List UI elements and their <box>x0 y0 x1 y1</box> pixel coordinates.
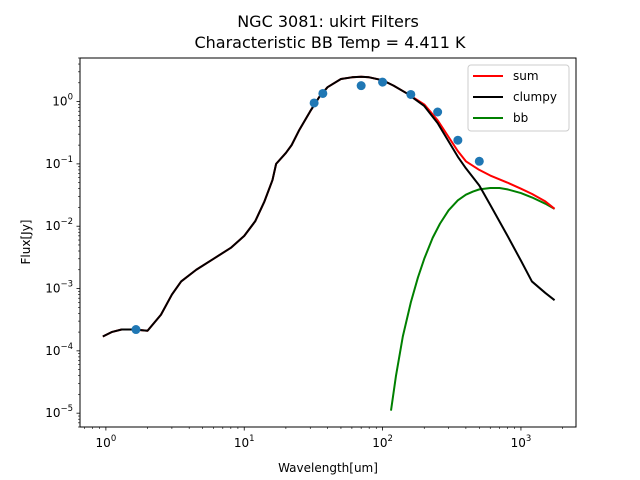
y-axis-label: Flux[Jy] <box>19 220 33 265</box>
y-tick-label: 10−2 <box>45 217 73 233</box>
x-tick-label: 103 <box>511 434 532 450</box>
x-axis: 100 101 102 103 <box>84 427 563 450</box>
y-tick-label: 10−1 <box>45 155 73 171</box>
y-tick-label: 10−3 <box>45 280 73 296</box>
data-point <box>474 156 484 166</box>
legend-label-clumpy: clumpy <box>513 90 557 104</box>
legend-frame <box>467 64 570 132</box>
plot-series <box>102 75 556 411</box>
data-point <box>318 88 328 98</box>
series-line-bb <box>390 187 556 411</box>
data-point <box>309 98 319 108</box>
legend-label-bb: bb <box>513 111 528 125</box>
y-tick-label: 10−5 <box>45 404 73 420</box>
x-tick-label: 101 <box>234 434 255 450</box>
data-point <box>406 89 416 99</box>
plot-points <box>131 77 484 335</box>
chart-title: NGC 3081: ukirt Filters <box>237 12 419 31</box>
series-line-clumpy <box>102 75 556 338</box>
legend: sum clumpy bb <box>467 64 570 132</box>
y-tick-label: 10−4 <box>45 342 73 358</box>
x-tick-label: 100 <box>96 434 117 450</box>
data-point <box>433 107 443 117</box>
data-point <box>356 81 366 91</box>
data-point <box>378 77 388 87</box>
plot-frame <box>79 57 577 428</box>
y-axis: 10−5 10−4 10−3 10−2 10−1 100 <box>45 57 80 428</box>
legend-label-sum: sum <box>513 69 539 83</box>
x-axis-label: Wavelength[um] <box>278 461 378 475</box>
x-tick-label: 102 <box>372 434 393 450</box>
y-tick-label: 100 <box>52 93 73 109</box>
data-point <box>131 325 141 335</box>
data-point <box>453 135 463 145</box>
chart-subtitle: Characteristic BB Temp = 4.411 K <box>194 33 466 52</box>
